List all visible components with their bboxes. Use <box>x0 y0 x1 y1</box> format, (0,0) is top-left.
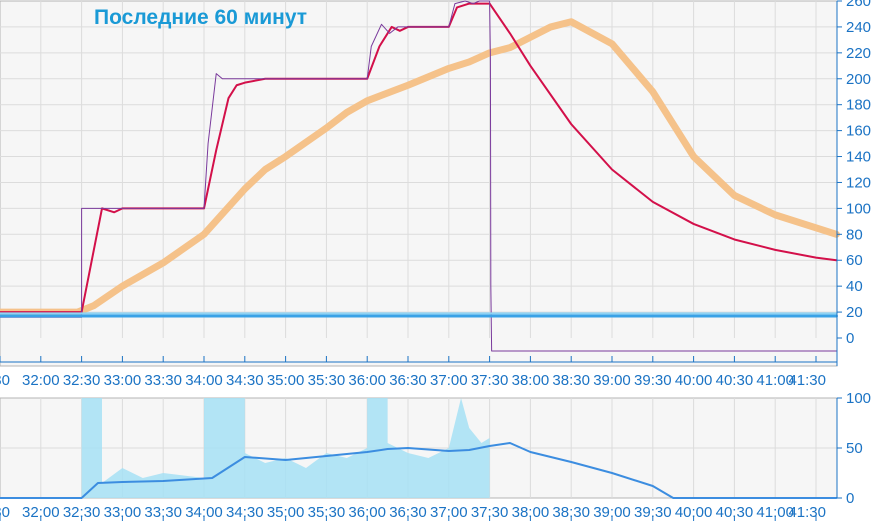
x-tick-label: 33:30 <box>144 372 182 389</box>
x-tick-label: 36:00 <box>348 372 386 389</box>
x-tick-label: 39:00 <box>593 504 631 521</box>
x-tick-label: 37:30 <box>471 372 509 389</box>
x-tick-label: 37:30 <box>471 504 509 521</box>
x-tick-label: 38:00 <box>512 372 550 389</box>
y-tick-label: 220 <box>846 45 871 62</box>
x-tick-label: 39:00 <box>593 372 631 389</box>
y-tick-label: 50 <box>846 440 863 457</box>
x-tick-label: 41:00 <box>756 504 794 521</box>
x-tick-label: 40:30 <box>716 372 754 389</box>
x-tick-label: 36:30 <box>389 504 427 521</box>
series-line <box>0 0 837 352</box>
x-tick-label: 35:00 <box>267 372 305 389</box>
x-tick-label: 40:00 <box>675 372 713 389</box>
x-tick-label: 34:30 <box>226 504 264 521</box>
x-tick-label: 32:00 <box>22 504 60 521</box>
y-tick-label: 0 <box>846 330 854 347</box>
x-tick-label: 34:30 <box>226 372 264 389</box>
x-tick-label: 36:00 <box>348 504 386 521</box>
bottom-series <box>0 398 838 499</box>
x-tick-label: 1:30 <box>0 372 10 389</box>
x-tick-label: 38:30 <box>552 372 590 389</box>
y-tick-label: 240 <box>846 19 871 36</box>
top-plot-area <box>0 0 838 367</box>
x-tick-label: 32:00 <box>22 372 60 389</box>
x-tick-label: 40:00 <box>675 504 713 521</box>
series-line <box>0 18 840 316</box>
y-tick-label: 120 <box>846 174 871 191</box>
y-tick-label: 160 <box>846 123 871 140</box>
x-tick-label: 38:00 <box>512 504 550 521</box>
y-tick-label: 40 <box>846 278 863 295</box>
top-x-axis: 1:3032:0032:3033:0033:3034:0034:3035:003… <box>0 356 837 389</box>
x-tick-label: 32:30 <box>63 504 101 521</box>
y-tick-label: 0 <box>846 490 854 507</box>
top-y-axis: 0 20 40 60 80 100 120 140 160 180 200 220 240 260 <box>836 0 871 366</box>
x-tick-label: 35:30 <box>308 372 346 389</box>
y-tick-label: 100 <box>846 200 871 217</box>
x-tick-label: 37:00 <box>430 372 468 389</box>
y-tick-label: 140 <box>846 149 871 166</box>
x-tick-label: 37:00 <box>430 504 468 521</box>
x-tick-label: 1:30 <box>0 504 10 521</box>
x-tick-label: 34:00 <box>185 504 223 521</box>
x-tick-label: 36:30 <box>389 372 427 389</box>
y-tick-label: 20 <box>846 304 863 321</box>
chart-title: Последние 60 минут <box>94 6 307 29</box>
x-tick-label: 38:30 <box>552 504 590 521</box>
series-line <box>0 442 838 499</box>
x-tick-label: 34:00 <box>185 372 223 389</box>
x-tick-label: 41:00 <box>756 372 794 389</box>
bottom-y-axis: 0 50 100 <box>836 390 871 507</box>
y-tick-label: 200 <box>846 71 871 88</box>
x-tick-label: 39:30 <box>634 504 672 521</box>
y-tick-label: 80 <box>846 226 863 243</box>
x-tick-label: 33:00 <box>104 504 142 521</box>
x-tick-label: 32:30 <box>63 372 101 389</box>
x-tick-label: 35:00 <box>267 504 305 521</box>
x-tick-label: 41:30 <box>788 504 826 521</box>
x-tick-label: 40:30 <box>716 504 754 521</box>
x-tick-label: 41:30 <box>788 372 826 389</box>
y-tick-label: 60 <box>846 252 863 269</box>
x-tick-label: 33:30 <box>144 504 182 521</box>
y-tick-label: 100 <box>846 390 871 407</box>
x-tick-label: 33:00 <box>104 372 142 389</box>
series-area <box>0 398 837 498</box>
x-tick-label: 39:30 <box>634 372 672 389</box>
top-series <box>0 0 840 352</box>
x-tick-label: 35:30 <box>308 504 346 521</box>
y-tick-label: 180 <box>846 97 871 114</box>
y-tick-label: 260 <box>846 0 871 10</box>
bottom-x-axis: 1:3032:0032:3033:0033:3034:0034:3035:003… <box>0 504 826 521</box>
